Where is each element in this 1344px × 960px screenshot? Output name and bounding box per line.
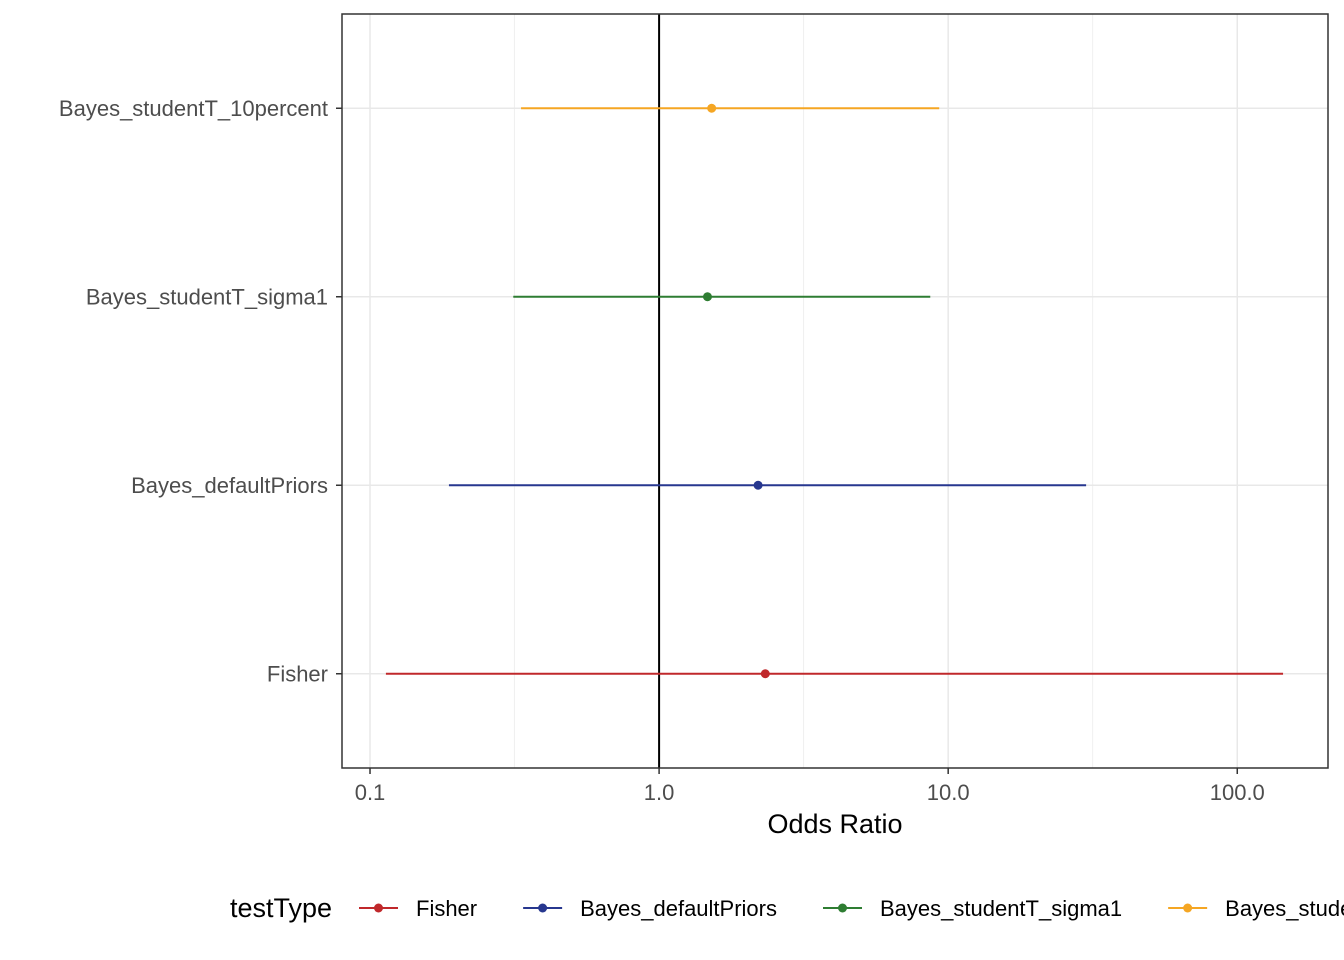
y-tick-label: Fisher [267,662,328,687]
legend-label: Bayes_studentT_sigma1 [880,896,1122,921]
x-axis-title: Odds Ratio [767,809,902,839]
x-tick-label: 1.0 [644,780,675,805]
legend-key-point [838,903,848,913]
panel-border [341,13,1329,769]
legend-key-point [538,903,548,913]
point [707,103,717,113]
legend-title: testType [230,893,332,923]
point [760,669,770,679]
legend-label: Bayes_studentT_10percent [1225,896,1344,921]
point [702,292,712,302]
y-tick-label: Bayes_studentT_sigma1 [86,285,328,310]
legend-label: Bayes_defaultPriors [580,896,777,921]
legend-key-point [1183,903,1193,913]
x-tick-label: 0.1 [355,780,386,805]
legend-label: Fisher [416,896,477,921]
point [753,480,763,490]
legend-key-point [374,903,383,913]
x-tick-label: 100.0 [1210,780,1265,805]
y-tick-label: Bayes_defaultPriors [131,473,328,498]
plot-panel [342,14,1328,768]
y-tick-label: Bayes_studentT_10percent [59,96,328,121]
x-tick-label: 10.0 [927,780,970,805]
